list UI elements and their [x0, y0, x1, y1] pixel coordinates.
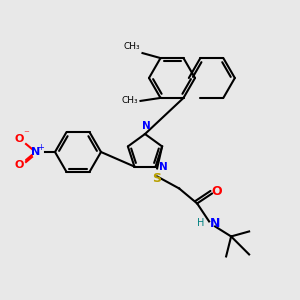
Text: +: +: [38, 143, 44, 152]
Text: N: N: [142, 121, 150, 131]
Text: N: N: [210, 217, 220, 230]
Text: O: O: [14, 160, 24, 170]
Text: CH₃: CH₃: [122, 96, 139, 105]
Text: S: S: [153, 172, 162, 185]
Text: O: O: [14, 134, 24, 144]
Text: CH₃: CH₃: [124, 42, 140, 51]
Text: N: N: [32, 147, 40, 157]
Text: N: N: [159, 162, 167, 172]
Text: ⁻: ⁻: [23, 129, 29, 139]
Text: H: H: [197, 218, 204, 228]
Text: O: O: [212, 185, 222, 198]
